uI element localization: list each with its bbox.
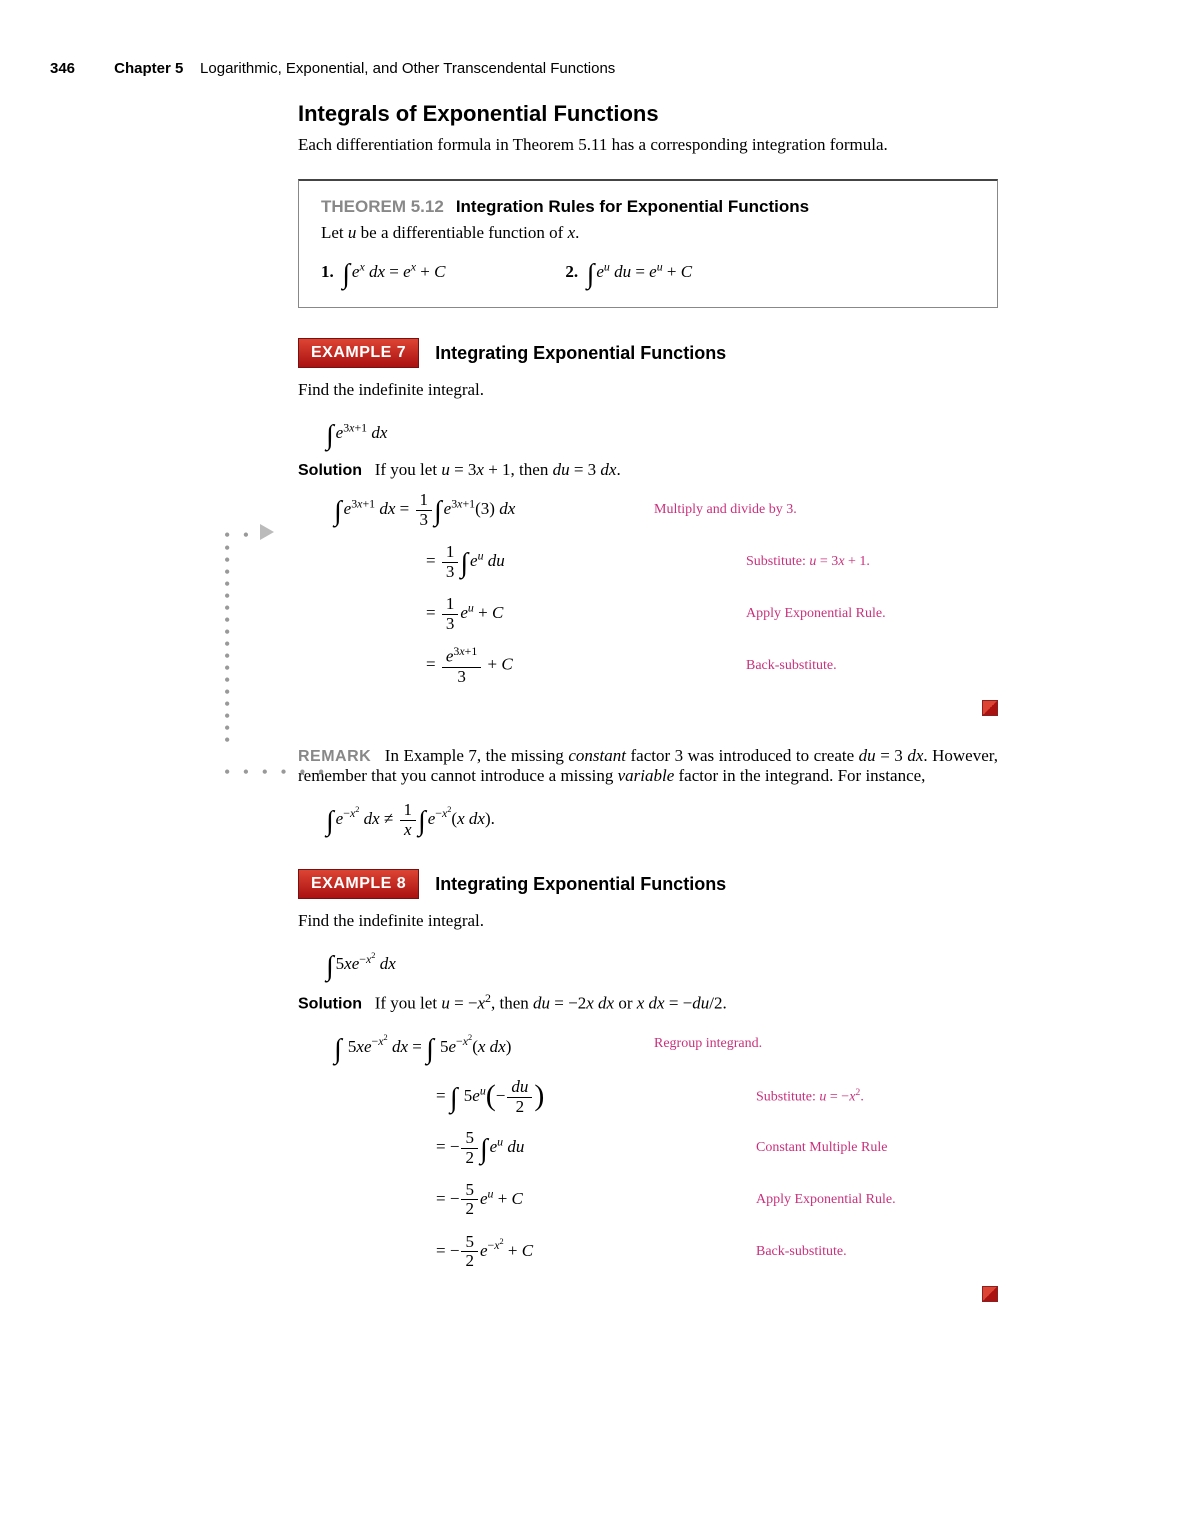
chapter-label: Chapter 5 [114,60,183,77]
example8-step1: ∫ 5xe−x2 dx = ∫ 5e−x2(x dx) Regroup inte… [334,1022,998,1066]
example8-badge: EXAMPLE 8 [298,869,419,899]
theorem-rule-1: 1. ∫ex dx = ex + C [321,253,445,285]
theorem-label: THEOREM 5.12 [321,197,444,216]
example8-prompt: Find the indefinite integral. [298,911,998,931]
example8-steps: ∫ 5xe−x2 dx = ∫ 5e−x2(x dx) Regroup inte… [334,1022,998,1274]
example7-step4: = e3x+13 + C Back-substitute. [334,644,998,688]
content-area: Integrals of Exponential Functions Each … [298,101,998,1274]
theorem-rules: 1. ∫ex dx = ex + C 2. ∫eu du = eu + C [321,253,975,285]
dots-vertical-icon: ••••••••••••••••• [224,542,229,746]
remark-dots-icon: • • • • • • [224,762,328,783]
example7-header: EXAMPLE 7 Integrating Exponential Functi… [298,338,998,368]
example7-title: Integrating Exponential Functions [435,343,726,364]
example8-title: Integrating Exponential Functions [435,874,726,895]
example8-step3: = −52∫eu du Constant Multiple Rule [334,1126,998,1170]
end-marker-icon [982,700,998,716]
example8-step5: = −52e−x2 + C Back-substitute. [334,1230,998,1274]
page-number: 346 [50,60,110,77]
theorem-body: Let u be a differentiable function of x. [321,223,975,243]
theorem-title: Integration Rules for Exponential Functi… [456,197,809,216]
page: 346 Chapter 5 Logarithmic, Exponential, … [0,0,1200,1342]
end-marker-icon [982,1286,998,1302]
example8-step2: = ∫ 5eu(−du2) Substitute: u = −x2. [334,1074,998,1118]
remark-block: REMARK In Example 7, the missing constan… [298,746,998,786]
example7-step2: = 13∫eu du Substitute: u = 3x + 1. [334,540,998,584]
example7-step3: = 13eu + C Apply Exponential Rule. [334,592,998,636]
example7-solution-line: Solution If you let u = 3x + 1, then du … [298,460,998,480]
example7-integral: ∫e3x+1 dx [326,414,998,446]
intro-text: Each differentiation formula in Theorem … [298,135,998,155]
section-title: Integrals of Exponential Functions [298,101,998,127]
remark-math: ∫e−x2 dx ≠ 1x∫e−x2(x dx). [326,800,998,839]
page-header: 346 Chapter 5 Logarithmic, Exponential, … [50,60,1120,77]
triangle-icon [260,524,274,540]
example7-badge: EXAMPLE 7 [298,338,419,368]
theorem-box: THEOREM 5.12 Integration Rules for Expon… [298,179,998,308]
chapter-title: Logarithmic, Exponential, and Other Tran… [188,60,616,77]
example7-steps: ∫e3x+1 dx = 13∫e3x+1(3) dx Multiply and … [334,488,998,688]
example8-header: EXAMPLE 8 Integrating Exponential Functi… [298,869,998,899]
example7-prompt: Find the indefinite integral. [298,380,998,400]
theorem-rule-2: 2. ∫eu du = eu + C [565,253,692,285]
example8-solution-line: Solution If you let u = −x2, then du = −… [298,991,998,1014]
example8-integral: ∫5xe−x2 dx [326,945,998,977]
example8-step4: = −52eu + C Apply Exponential Rule. [334,1178,998,1222]
example7-step1: ∫e3x+1 dx = 13∫e3x+1(3) dx Multiply and … [334,488,998,532]
